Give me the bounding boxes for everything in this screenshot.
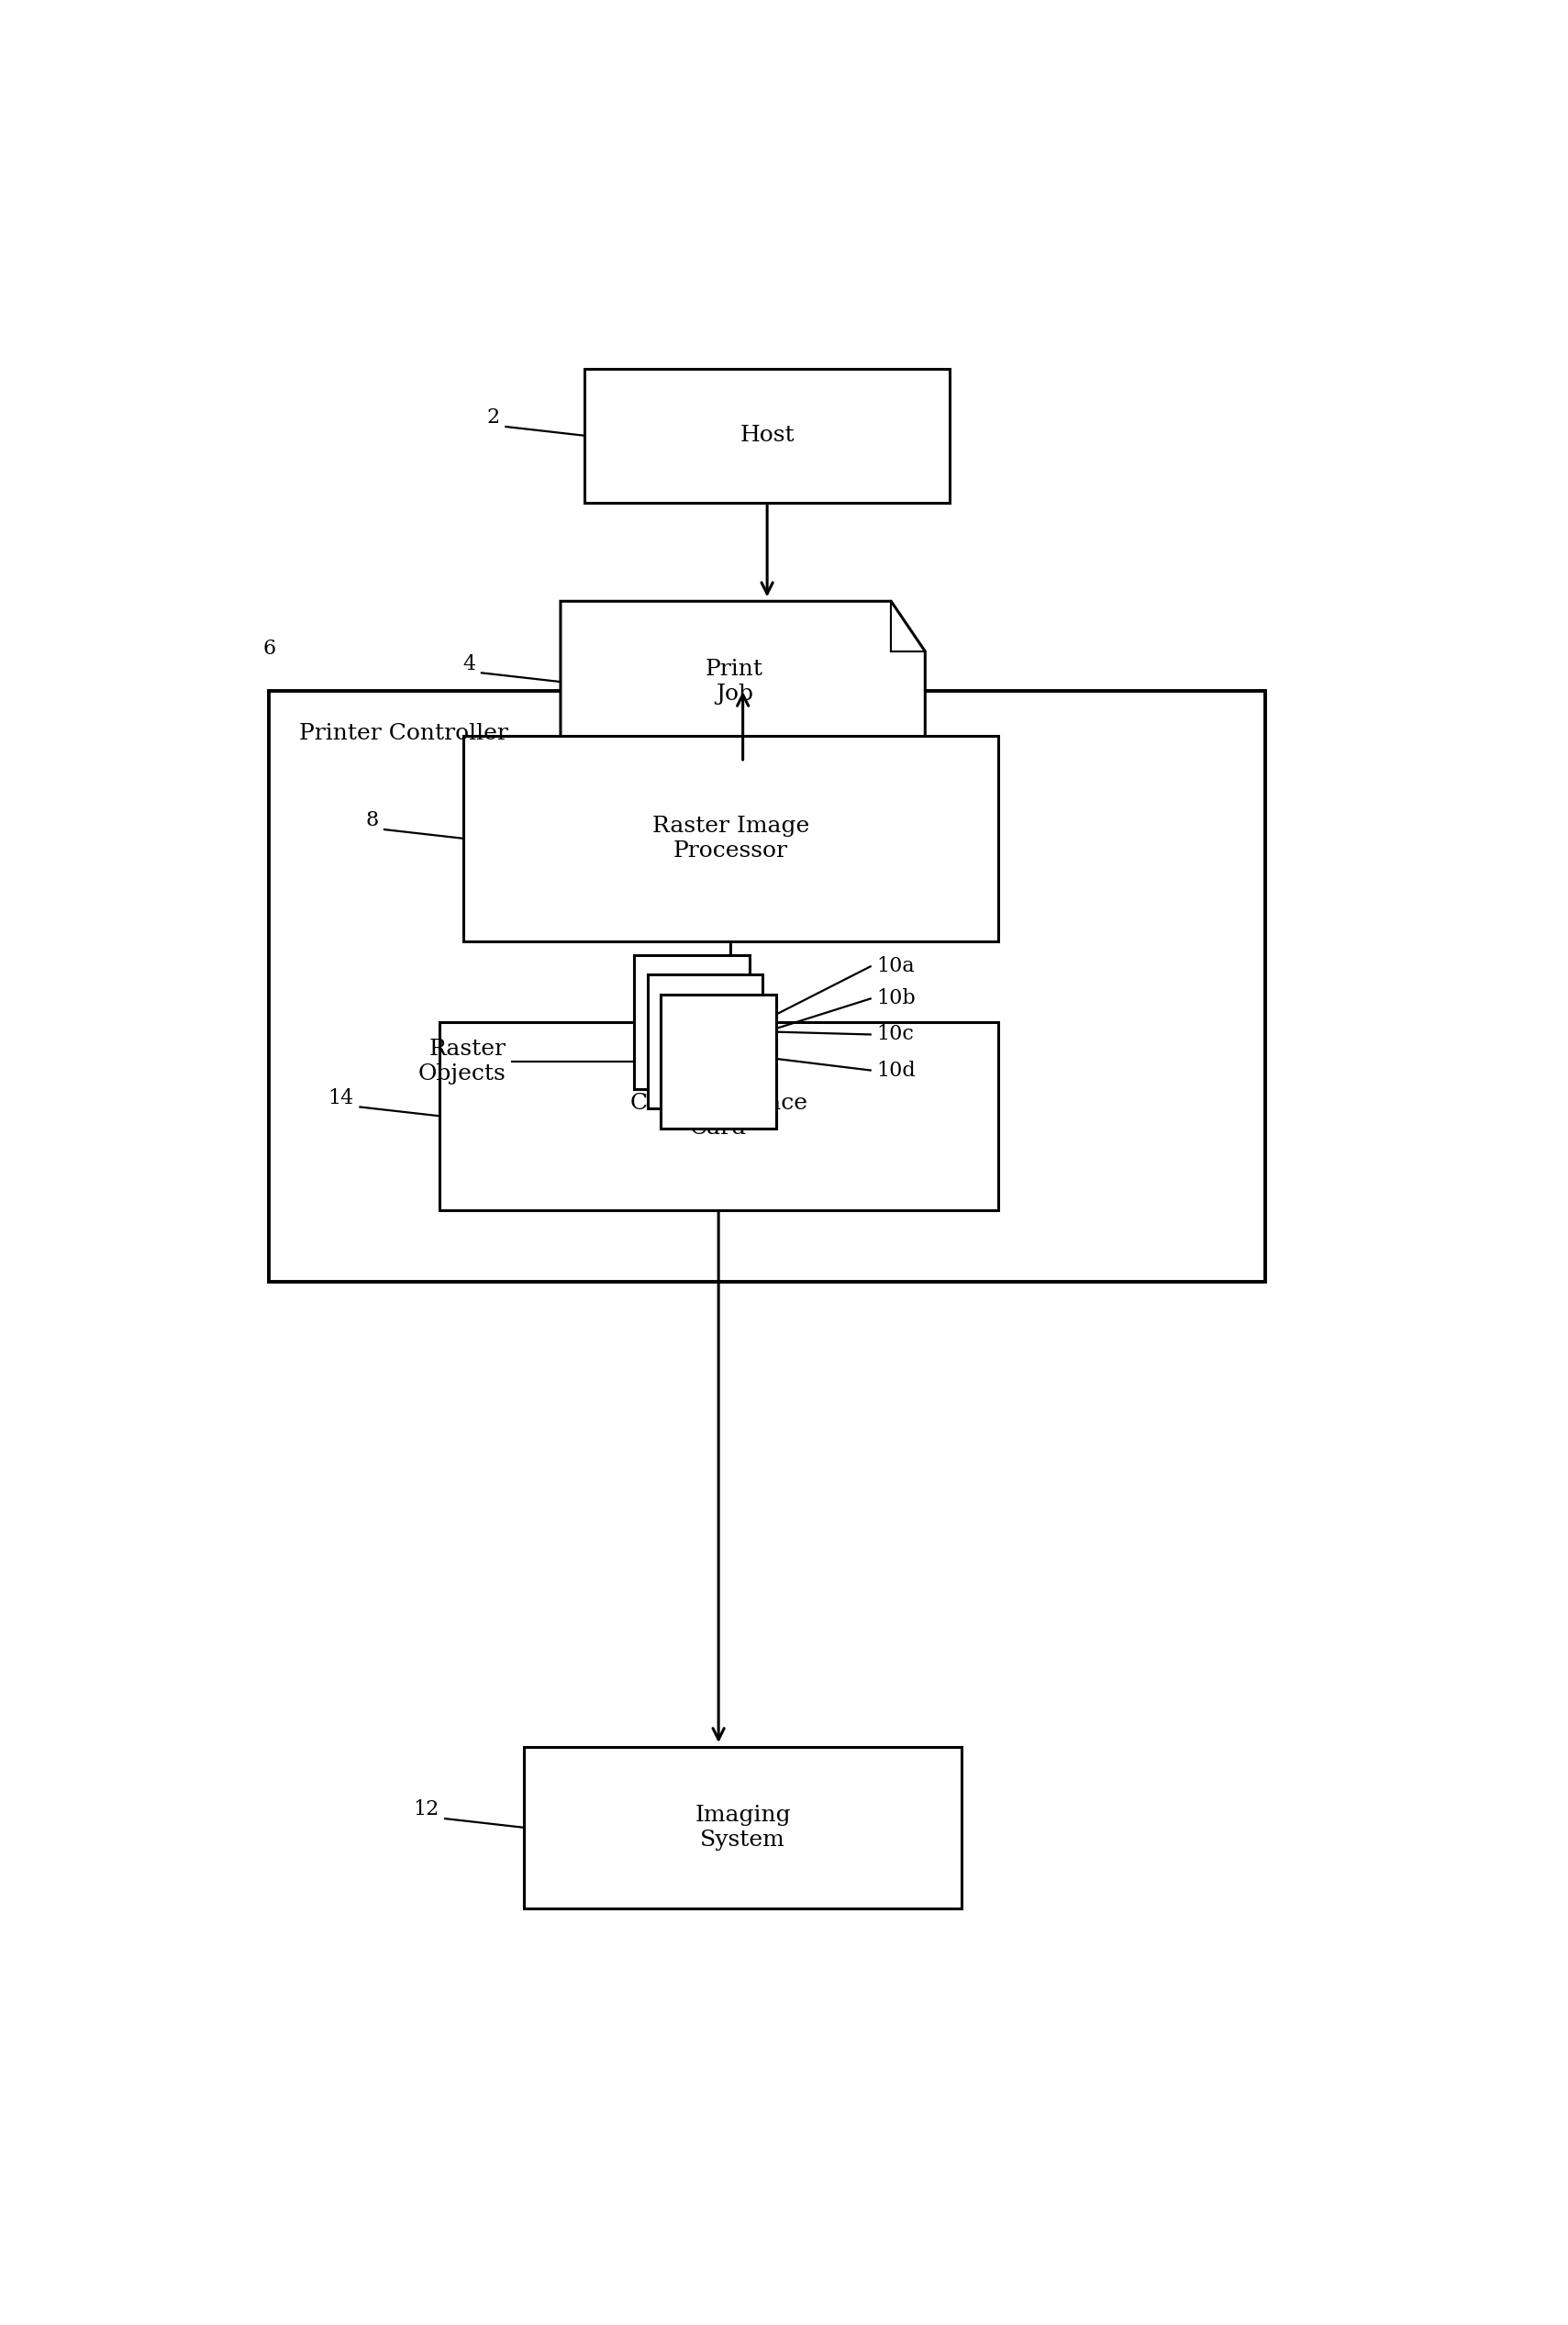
- Text: 10c: 10c: [877, 1025, 914, 1044]
- Text: 4: 4: [463, 653, 475, 674]
- Bar: [524, 1746, 961, 1909]
- Text: 10b: 10b: [877, 988, 916, 1009]
- Bar: [648, 974, 764, 1109]
- Text: Raster Image
Processor: Raster Image Processor: [652, 816, 809, 860]
- Text: Raster
Objects: Raster Objects: [419, 1039, 506, 1083]
- Text: 10a: 10a: [877, 956, 914, 976]
- Bar: [439, 1023, 999, 1209]
- Text: 8: 8: [365, 811, 378, 830]
- Bar: [464, 735, 999, 942]
- Bar: [633, 956, 750, 1088]
- Text: 14: 14: [328, 1088, 354, 1109]
- Polygon shape: [561, 602, 925, 763]
- Text: Print
Job: Print Job: [706, 658, 764, 704]
- Bar: [660, 995, 776, 1128]
- Text: Host: Host: [740, 425, 795, 446]
- Bar: [270, 691, 1265, 1281]
- Text: Imaging
System: Imaging System: [695, 1804, 790, 1851]
- Text: Printer Controller: Printer Controller: [299, 723, 508, 744]
- Text: 12: 12: [412, 1800, 439, 1820]
- Text: 2: 2: [486, 407, 500, 428]
- Text: 6: 6: [263, 639, 276, 658]
- Bar: [585, 370, 950, 502]
- Text: Color Interface
Card: Color Interface Card: [630, 1093, 808, 1139]
- Text: 10d: 10d: [877, 1060, 916, 1081]
